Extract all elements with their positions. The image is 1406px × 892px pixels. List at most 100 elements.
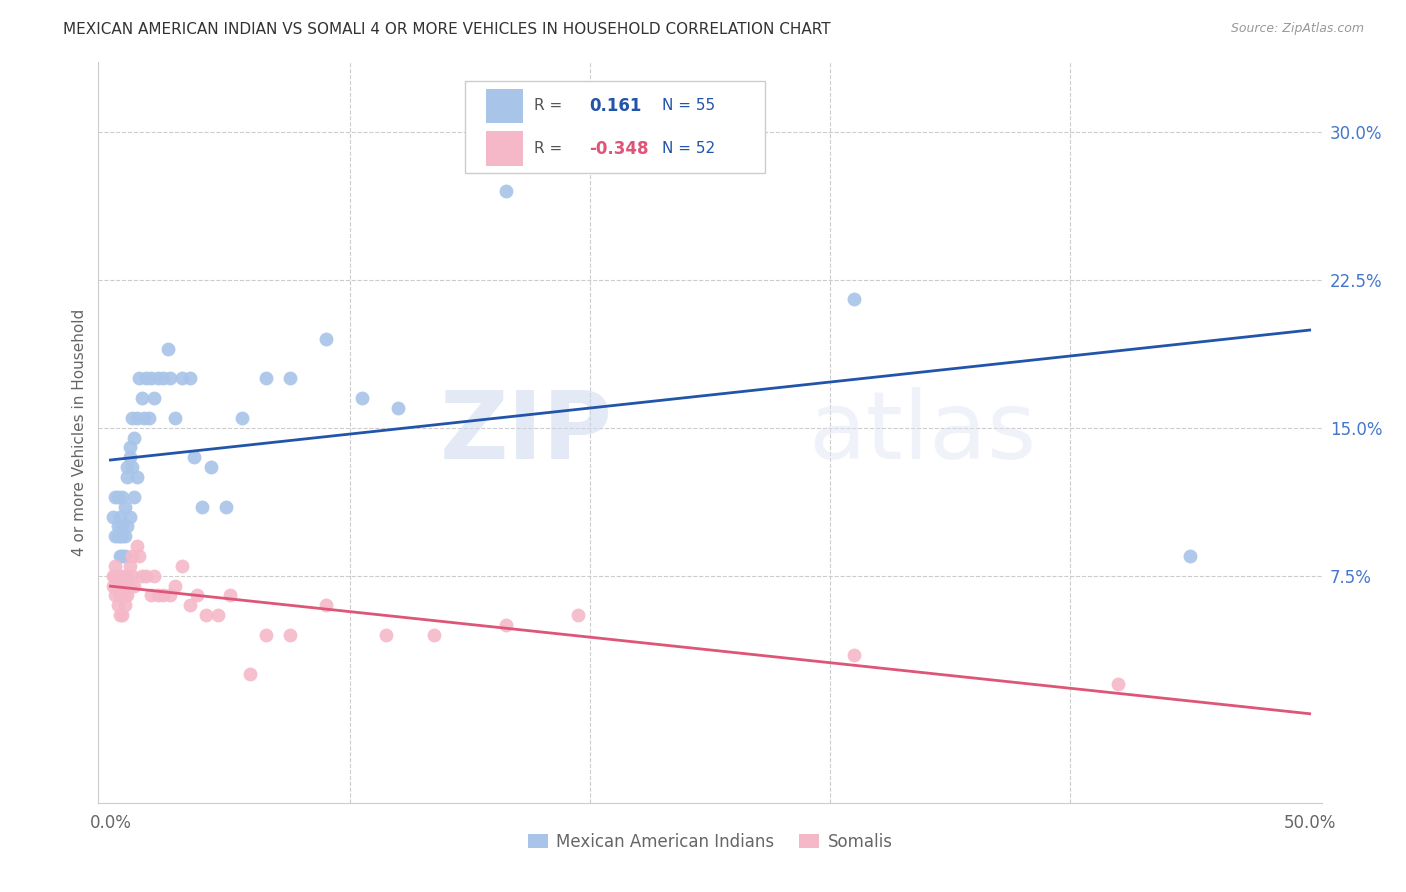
Point (115, 460, 138, 475)
Point (132, 410, 155, 425)
FancyBboxPatch shape (486, 131, 523, 166)
Point (200, 460, 222, 475)
Point (107, 490, 129, 504)
Point (108, 579, 131, 593)
Point (315, 332, 337, 346)
Point (141, 589, 163, 603)
Point (107, 519, 129, 533)
Text: ZIP: ZIP (439, 386, 612, 479)
Point (165, 410, 187, 425)
Point (104, 568, 127, 582)
Point (107, 529, 129, 543)
Point (115, 579, 138, 593)
Point (842, 648, 865, 662)
Point (152, 589, 174, 603)
Point (156, 342, 179, 356)
Point (138, 410, 160, 425)
Point (179, 599, 201, 613)
Point (125, 470, 148, 484)
Point (121, 460, 143, 475)
Point (375, 628, 398, 642)
Point (101, 579, 124, 593)
Point (135, 568, 157, 582)
Point (142, 568, 165, 582)
Point (125, 539, 148, 553)
Point (254, 371, 277, 385)
FancyBboxPatch shape (465, 81, 765, 173)
Point (114, 589, 136, 603)
Text: atlas: atlas (808, 386, 1036, 479)
Point (111, 589, 134, 603)
Point (114, 529, 136, 543)
Text: N = 55: N = 55 (662, 98, 716, 113)
Legend: Mexican American Indians, Somalis: Mexican American Indians, Somalis (522, 826, 898, 857)
Point (135, 371, 157, 385)
Point (231, 410, 253, 425)
Point (842, 293, 865, 307)
Point (254, 628, 277, 642)
Text: MEXICAN AMERICAN INDIAN VS SOMALI 4 OR MORE VEHICLES IN HOUSEHOLD CORRELATION CH: MEXICAN AMERICAN INDIAN VS SOMALI 4 OR M… (63, 22, 831, 37)
Point (104, 558, 127, 573)
Point (115, 568, 138, 582)
Point (124, 431, 146, 445)
Point (104, 589, 127, 603)
Text: -0.348: -0.348 (589, 139, 648, 158)
Point (118, 509, 141, 524)
Point (107, 599, 129, 613)
Point (159, 371, 181, 385)
Point (111, 490, 134, 504)
Text: R =: R = (534, 98, 562, 113)
Point (128, 549, 150, 563)
Point (111, 608, 134, 623)
Point (278, 628, 301, 642)
Point (352, 391, 374, 405)
Point (172, 558, 194, 573)
Point (567, 608, 589, 623)
Point (115, 470, 138, 484)
Point (101, 509, 124, 524)
Text: 0.161: 0.161 (589, 97, 641, 115)
Point (107, 568, 129, 582)
Point (114, 599, 136, 613)
Point (315, 599, 337, 613)
Point (115, 519, 138, 533)
Point (121, 549, 143, 563)
Point (423, 628, 446, 642)
Point (121, 410, 143, 425)
Point (111, 549, 134, 563)
Point (179, 371, 201, 385)
Point (131, 391, 153, 405)
Point (118, 441, 141, 455)
Point (128, 371, 150, 385)
Point (125, 410, 148, 425)
Point (195, 608, 218, 623)
Y-axis label: 4 or more Vehicles in Household: 4 or more Vehicles in Household (72, 309, 87, 557)
Point (107, 579, 129, 593)
Point (114, 500, 136, 514)
Point (124, 490, 146, 504)
Point (1107, 677, 1129, 691)
Point (111, 579, 134, 593)
Point (148, 589, 170, 603)
Point (183, 450, 205, 465)
Point (1178, 549, 1201, 563)
Point (495, 184, 517, 198)
Point (190, 500, 212, 514)
Point (172, 371, 194, 385)
Point (141, 371, 163, 385)
Point (101, 568, 124, 582)
Point (186, 589, 208, 603)
Point (108, 589, 131, 603)
Point (111, 519, 134, 533)
Point (124, 579, 146, 593)
Point (114, 549, 136, 563)
Point (108, 608, 131, 623)
Point (114, 579, 136, 593)
FancyBboxPatch shape (486, 88, 523, 123)
Point (142, 391, 165, 405)
Text: R =: R = (534, 141, 562, 156)
Point (118, 450, 141, 465)
Text: Source: ZipAtlas.com: Source: ZipAtlas.com (1230, 22, 1364, 36)
Point (148, 371, 170, 385)
Point (111, 529, 134, 543)
